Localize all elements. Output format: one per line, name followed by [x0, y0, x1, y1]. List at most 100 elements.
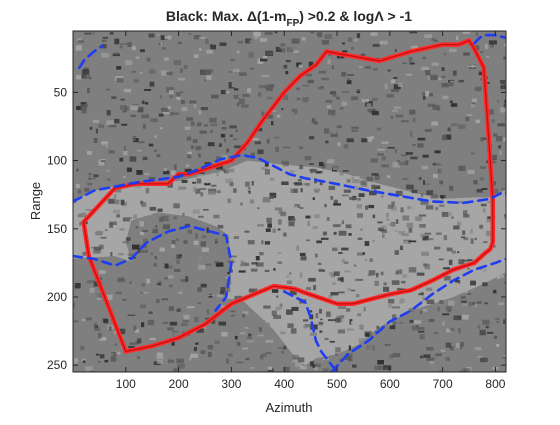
speckle: [196, 328, 204, 333]
speckle: [281, 137, 288, 140]
speckle: [401, 303, 408, 306]
speckle: [245, 181, 250, 187]
speckle: [345, 355, 352, 360]
speckle: [260, 167, 267, 170]
speckle: [227, 198, 231, 204]
speckle: [284, 42, 290, 47]
speckle: [260, 320, 266, 325]
speckle: [402, 178, 409, 180]
speckle: [196, 178, 202, 184]
speckle: [176, 259, 180, 265]
speckle: [297, 357, 305, 363]
speckle: [106, 120, 114, 126]
speckle: [294, 227, 303, 234]
speckle: [409, 319, 414, 323]
speckle: [206, 309, 209, 315]
speckle: [460, 236, 466, 239]
speckle: [222, 91, 230, 94]
speckle: [230, 310, 236, 313]
speckle: [271, 289, 279, 293]
speckle: [391, 109, 399, 112]
speckle: [106, 169, 110, 172]
speckle: [376, 325, 380, 330]
speckle: [198, 146, 202, 150]
speckle: [399, 322, 404, 324]
speckle: [250, 57, 256, 61]
speckle: [261, 75, 269, 77]
speckle: [228, 148, 237, 153]
speckle: [369, 190, 377, 196]
speckle: [396, 287, 401, 293]
speckle: [260, 58, 268, 62]
speckle: [312, 197, 315, 201]
speckle: [470, 104, 476, 108]
speckle: [230, 314, 236, 317]
speckle: [214, 340, 220, 344]
speckle: [219, 42, 227, 46]
speckle: [187, 257, 193, 263]
speckle: [120, 98, 125, 101]
speckle: [474, 237, 477, 241]
speckle: [328, 319, 336, 322]
speckle: [163, 57, 169, 61]
speckle: [291, 218, 296, 221]
speckle: [352, 179, 360, 184]
speckle: [325, 140, 329, 144]
speckle: [155, 225, 158, 228]
speckle: [250, 367, 255, 369]
speckle: [324, 203, 327, 208]
series-blue-contour-lower-left: [73, 224, 233, 312]
speckle: [437, 306, 440, 312]
speckle: [467, 259, 473, 261]
speckle: [91, 247, 97, 249]
speckle: [299, 164, 304, 170]
speckle: [315, 171, 323, 174]
speckle: [328, 185, 336, 190]
speckle: [486, 217, 492, 223]
speckle: [143, 238, 149, 245]
speckle: [502, 65, 506, 69]
speckle: [496, 344, 500, 347]
speckle: [242, 94, 250, 98]
speckle: [416, 272, 425, 276]
speckle: [493, 244, 496, 248]
speckle: [440, 195, 446, 199]
speckle: [193, 240, 199, 245]
speckle: [396, 269, 403, 275]
speckle: [405, 73, 412, 76]
speckle: [291, 38, 300, 44]
speckle: [172, 231, 178, 237]
speckle: [308, 277, 316, 282]
speckle: [310, 350, 314, 354]
speckle: [80, 345, 85, 351]
speckle: [250, 152, 255, 158]
speckle: [115, 188, 122, 193]
speckle: [247, 240, 255, 245]
speckle: [299, 207, 304, 209]
speckle: [114, 343, 118, 346]
speckle: [455, 35, 459, 41]
speckle: [159, 127, 163, 130]
speckle: [486, 348, 495, 351]
speckle: [119, 228, 125, 231]
speckle: [338, 291, 345, 294]
speckle: [505, 295, 506, 298]
speckle: [459, 259, 464, 265]
speckle: [437, 362, 440, 367]
speckle: [220, 89, 226, 95]
speckle: [401, 233, 409, 236]
speckle: [391, 79, 396, 84]
speckle: [364, 259, 367, 261]
speckle: [470, 238, 474, 244]
speckle: [457, 221, 462, 226]
speckle: [233, 188, 237, 193]
speckle: [477, 324, 481, 329]
speckle: [234, 335, 238, 340]
speckle: [342, 42, 345, 45]
speckle: [360, 228, 363, 231]
speckle: [503, 355, 506, 358]
speckle: [115, 291, 122, 295]
speckle: [453, 125, 458, 128]
speckle: [161, 70, 169, 76]
speckle: [228, 71, 232, 73]
